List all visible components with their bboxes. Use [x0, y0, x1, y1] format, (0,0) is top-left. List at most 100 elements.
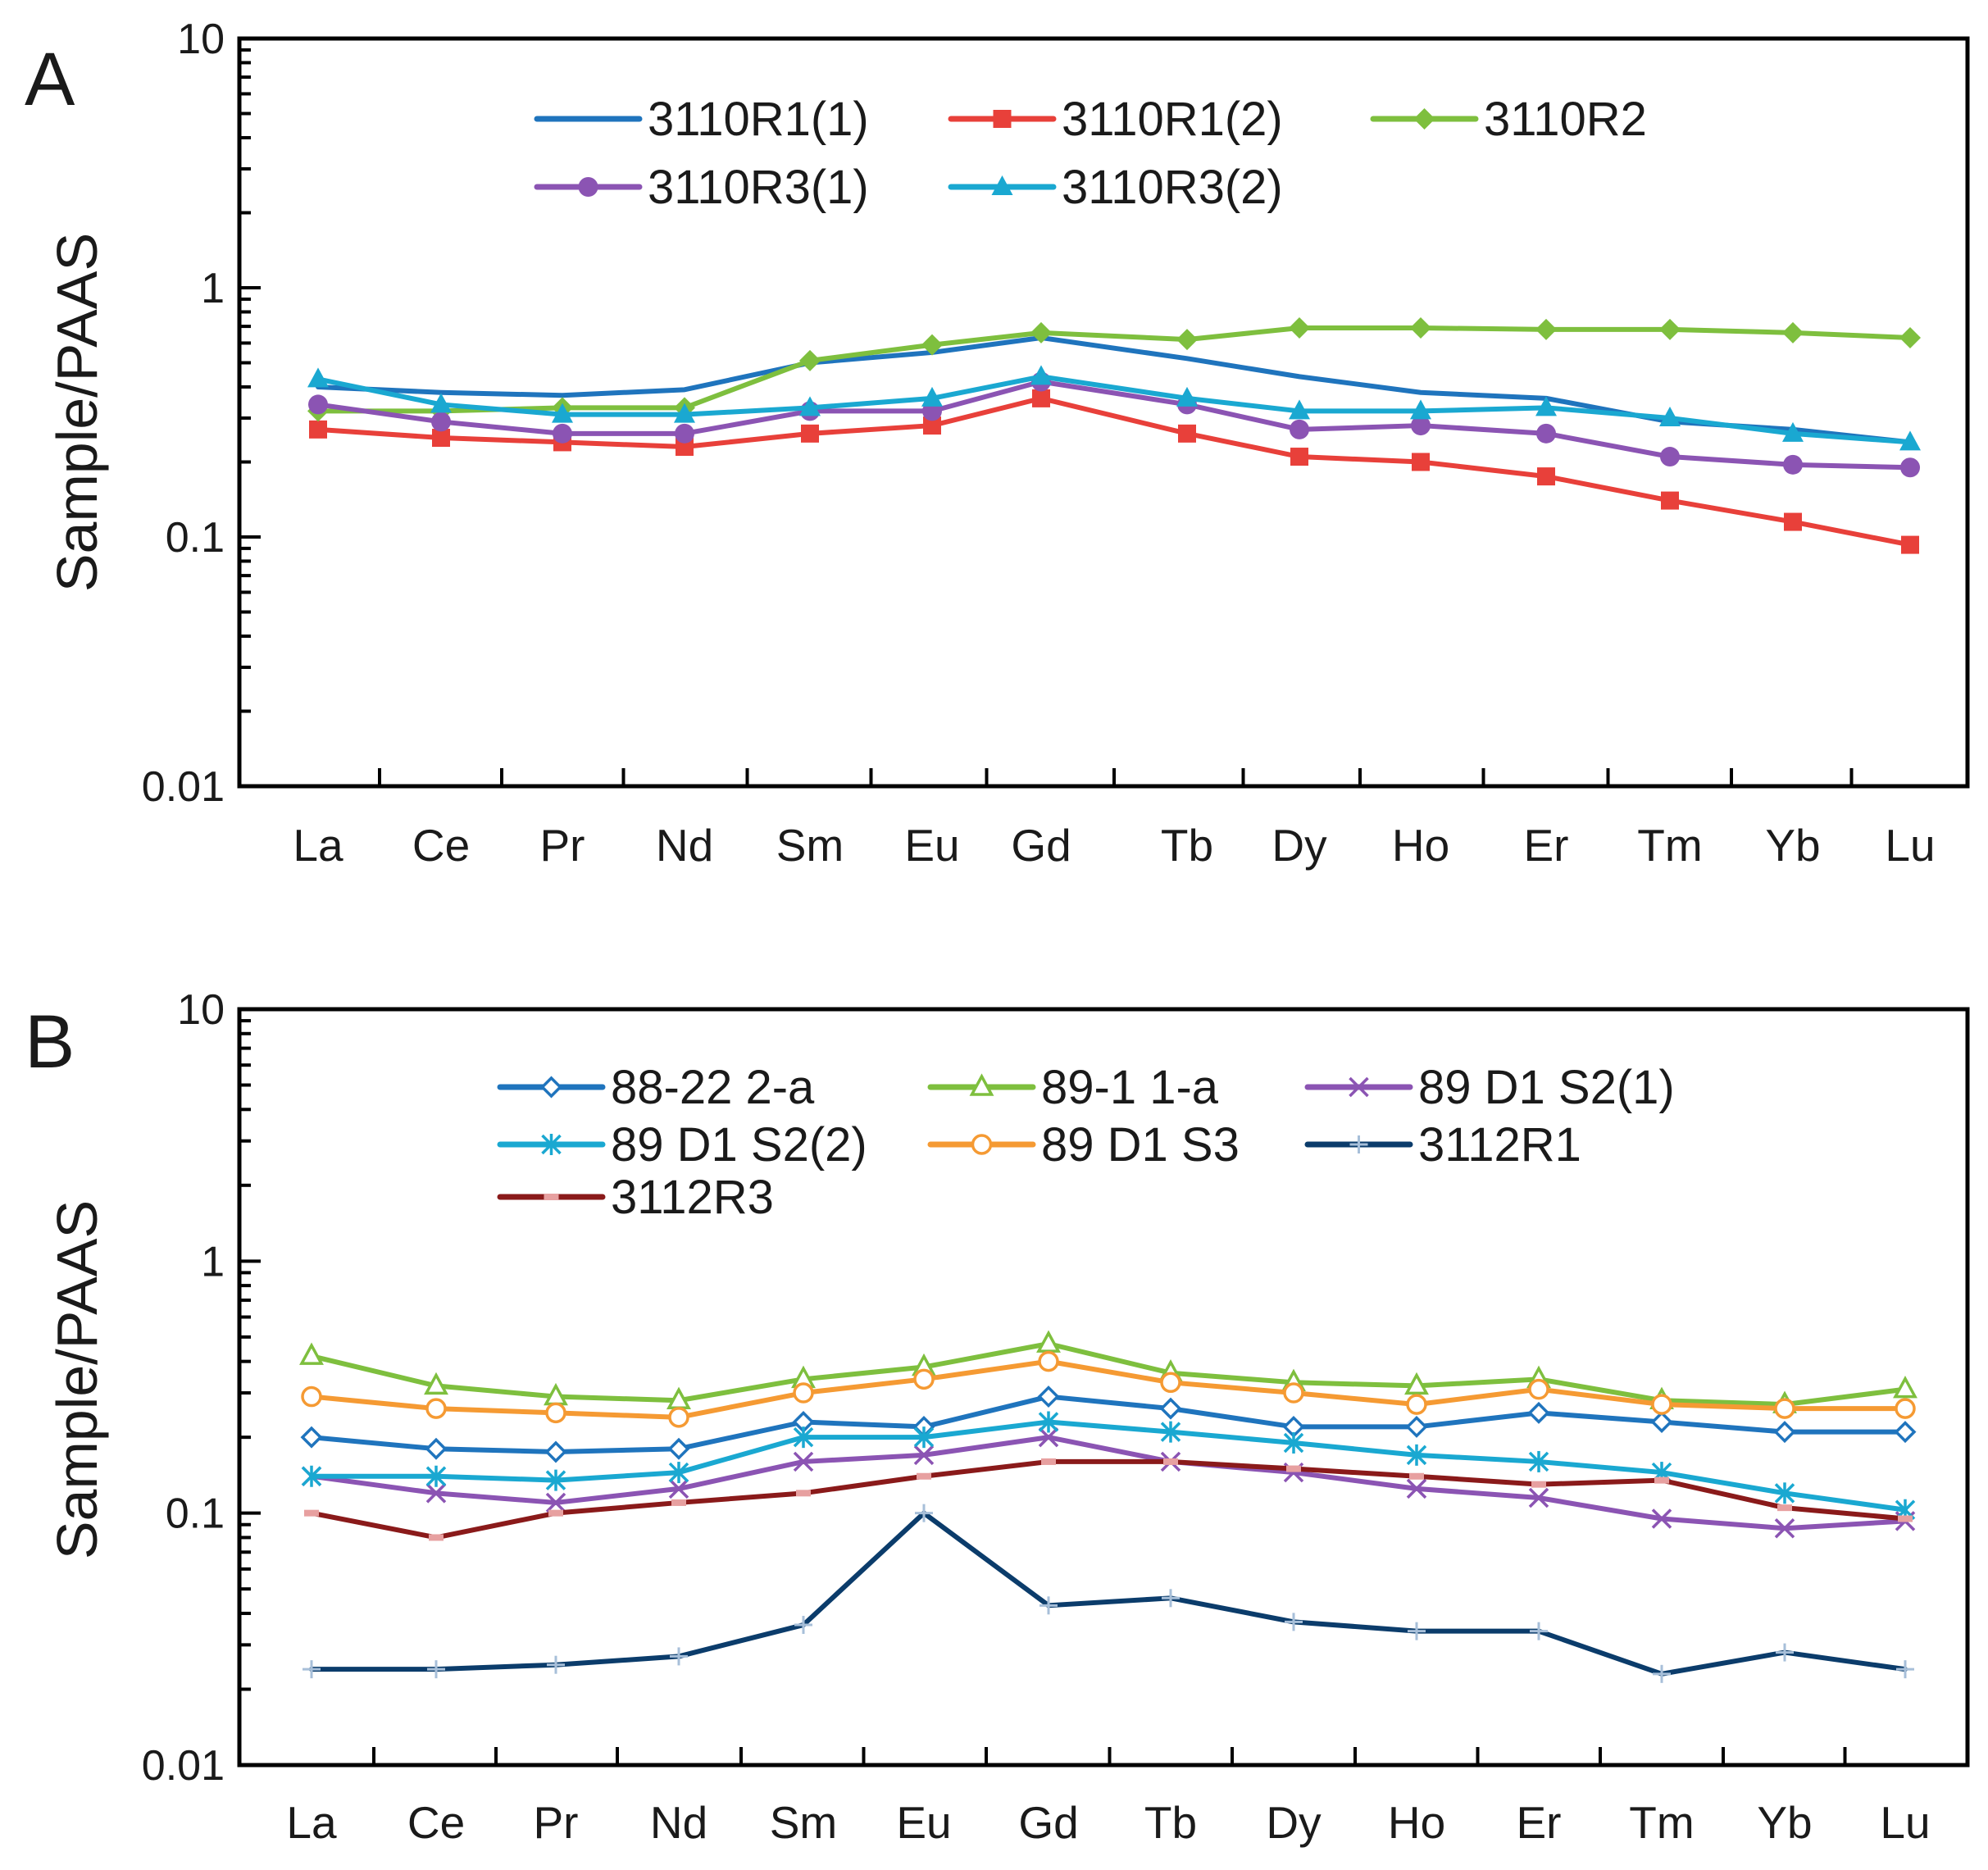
series-89-d1-s2-1- — [301, 1426, 1916, 1539]
data-point — [1160, 1421, 1181, 1443]
legend-marker — [540, 1076, 562, 1099]
data-point — [799, 396, 821, 416]
data-point — [1406, 1394, 1427, 1415]
data-point — [1030, 321, 1052, 344]
data-point — [1661, 491, 1679, 510]
legend-label: 3112R1 — [1418, 1118, 1581, 1172]
legend-label: 89 D1 S2(2) — [611, 1118, 867, 1172]
data-point — [1659, 318, 1681, 340]
y-tick-label: 0.01 — [142, 1742, 225, 1790]
data-point — [799, 349, 821, 371]
legend-marker — [991, 175, 1013, 195]
series-line — [309, 1435, 1908, 1531]
data-point — [1776, 1643, 1794, 1662]
x-tick-label-eu: Eu — [896, 1797, 951, 1848]
y-tick-label: 0.1 — [166, 514, 225, 562]
x-tick-label-gd: Gd — [1011, 820, 1071, 871]
data-point — [1899, 327, 1921, 349]
legend-item: 89 D1 S2(2) — [497, 1118, 867, 1172]
series-88-22-2-a — [300, 1385, 1917, 1463]
legend-item: 3110R3(2) — [948, 161, 1283, 214]
y-tick-label: 1 — [201, 265, 225, 312]
legend-item: 3112R3 — [497, 1171, 774, 1224]
data-point — [676, 438, 694, 457]
y-axis-label: Sample/PAAS — [45, 1200, 109, 1559]
data-point — [1404, 1372, 1429, 1395]
series-line — [309, 1419, 1908, 1513]
data-point — [796, 1490, 811, 1497]
y-tick-label: 0.01 — [142, 763, 225, 811]
y-axis: 10 1 0.1 0.01 — [142, 986, 261, 1790]
data-point-stroke-b — [913, 1445, 935, 1466]
legend-item: 89-1 1-a — [927, 1061, 1219, 1114]
data-point — [1782, 421, 1804, 442]
series-3110r2 — [307, 316, 1921, 422]
x-tick-label-lu: Lu — [1880, 1797, 1930, 1848]
legend-label: 3110R1(2) — [1062, 93, 1283, 146]
series-line — [309, 1358, 1908, 1420]
data-point — [1528, 1378, 1549, 1400]
legend-label: 3110R3(2) — [1062, 161, 1283, 214]
data-point — [1651, 1394, 1672, 1415]
data-point — [1038, 1411, 1059, 1433]
data-point — [668, 1478, 689, 1499]
data-point — [1650, 1411, 1673, 1433]
x-tick-label-nd: Nd — [650, 1797, 707, 1848]
data-point — [1774, 1398, 1795, 1419]
data-point — [915, 1504, 933, 1522]
data-point — [1901, 535, 1919, 554]
data-point — [1163, 1458, 1178, 1465]
x-tick-label-nd: Nd — [656, 820, 713, 871]
legend-marker — [969, 1073, 994, 1096]
x-tick-label-yb: Yb — [1757, 1797, 1812, 1848]
data-point-stroke-b — [1651, 1508, 1672, 1529]
data-point — [793, 1382, 814, 1404]
data-point — [1405, 1415, 1428, 1438]
legend-item: 3110R2 — [1370, 93, 1647, 146]
data-point — [1160, 1372, 1181, 1394]
legend-label: 3110R1(1) — [648, 93, 869, 146]
series-3110r3-2- — [307, 365, 1921, 451]
data-point — [1178, 424, 1196, 443]
data-point — [1527, 1401, 1550, 1424]
legend-label: 89 D1 S2(1) — [1418, 1061, 1675, 1114]
legend-marker — [578, 177, 598, 197]
data-point — [1783, 454, 1803, 475]
data-point — [1537, 467, 1555, 486]
data-point — [1412, 453, 1430, 471]
data-point — [303, 1660, 321, 1679]
data-point — [1406, 1444, 1427, 1466]
data-point — [427, 1660, 445, 1679]
data-point — [913, 1368, 935, 1390]
data-point — [668, 1407, 689, 1428]
data-point — [548, 1509, 563, 1517]
series-89-d1-s3 — [301, 1350, 1916, 1428]
data-point — [1900, 457, 1920, 478]
data-point — [1285, 1613, 1303, 1631]
data-point — [1898, 1515, 1913, 1522]
plot-frame — [237, 36, 1970, 789]
x-tick-label-lu: Lu — [1885, 820, 1935, 871]
data-point — [425, 1465, 447, 1487]
data-point — [1528, 1487, 1549, 1508]
data-point — [430, 393, 452, 413]
data-point — [1283, 1382, 1304, 1404]
data-point — [1290, 448, 1308, 466]
data-point — [668, 1462, 689, 1484]
x-tick-label-ce: Ce — [412, 820, 470, 871]
data-point — [544, 1440, 567, 1463]
data-point — [1894, 1421, 1917, 1444]
data-point — [1176, 329, 1198, 351]
data-point — [793, 1426, 814, 1449]
x-tick-label-dy: Dy — [1266, 1797, 1322, 1848]
x-axis: La Ce Pr Nd Sm Eu Gd Tb Dy Ho Er Tm Yb Lu — [293, 768, 1936, 871]
data-point-stroke-b — [793, 1451, 814, 1472]
data-point — [913, 1445, 935, 1466]
x-tick-label-pr: Pr — [540, 820, 585, 871]
data-point — [553, 423, 572, 444]
data-point — [921, 334, 943, 356]
data-point — [1782, 321, 1804, 344]
data-point — [1654, 1476, 1669, 1484]
data-point-stroke-b — [425, 1483, 447, 1504]
